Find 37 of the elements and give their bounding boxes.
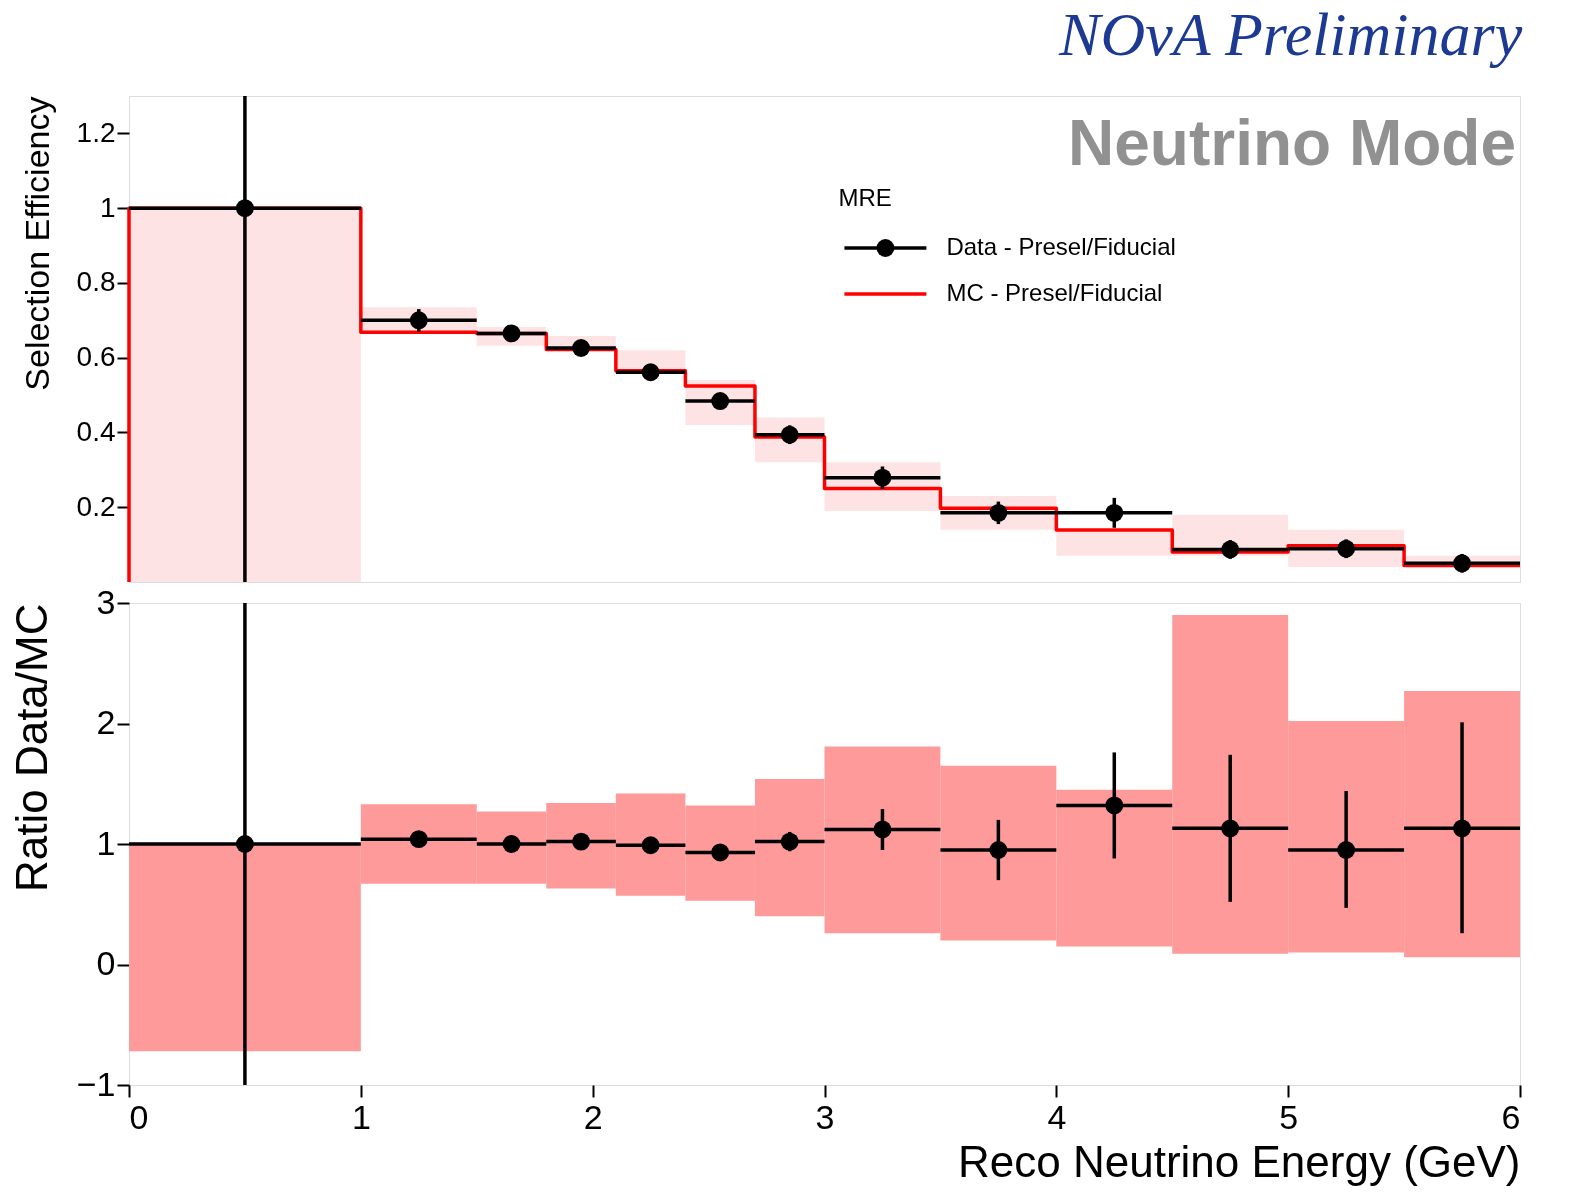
annotation: Neutrino Mode <box>1068 107 1516 179</box>
y-tick-label: 0.8 <box>76 266 116 298</box>
y-tick-label: 0.6 <box>76 341 116 373</box>
point <box>1221 540 1240 559</box>
point <box>641 363 660 382</box>
x-axis-title: Reco Neutrino Energy (GeV) <box>958 1136 1521 1186</box>
x-tick-label: 3 <box>815 1097 835 1136</box>
legend-title: MRE <box>838 184 892 211</box>
point <box>1105 503 1124 522</box>
x-tick-label: 1 <box>351 1097 371 1136</box>
y-tick-label: 1.2 <box>76 116 116 148</box>
x-tick-label: 4 <box>1047 1097 1067 1136</box>
chart-title: NOνA Preliminary <box>1058 0 1523 68</box>
y-tick-label: 3 <box>96 582 116 621</box>
y-tick-label: 0.2 <box>76 490 116 522</box>
y-tick-label: 0.4 <box>76 415 116 447</box>
point <box>409 311 428 330</box>
y-tick-label: 0 <box>96 944 116 982</box>
point <box>873 468 892 487</box>
x-tick-label: 6 <box>1501 1097 1521 1136</box>
legend-label: Data - Presel/Fiducial <box>946 233 1176 260</box>
y-tick-label: 1 <box>96 823 116 862</box>
y-tick-label: −1 <box>76 1064 116 1103</box>
point <box>1453 554 1471 573</box>
x-tick-label: 5 <box>1279 1097 1299 1136</box>
point <box>989 503 1008 522</box>
point <box>502 324 521 343</box>
point <box>235 199 254 218</box>
y-tick-label: 1 <box>99 191 116 223</box>
point <box>572 339 591 357</box>
x-tick-label: 2 <box>583 1097 603 1136</box>
y-tick-label: 2 <box>96 703 116 741</box>
y-axis-title: Ratio Data/MC <box>6 603 56 893</box>
x-tick-label: 0 <box>129 1097 149 1136</box>
y-axis-title: Selection Efficiency <box>17 96 56 391</box>
legend-label: MC - Presel/Fiducial <box>946 279 1163 306</box>
point <box>1337 539 1356 558</box>
